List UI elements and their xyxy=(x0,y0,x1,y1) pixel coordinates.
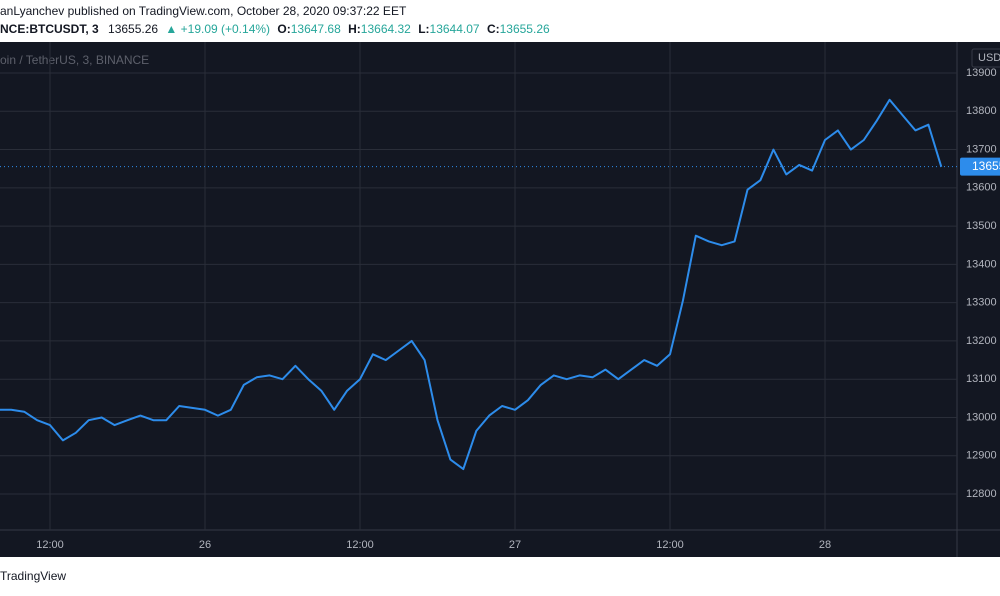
y-tick-label: 13800 xyxy=(966,105,997,117)
ohlc-label: H: xyxy=(348,22,361,36)
y-tick-label: 12900 xyxy=(966,450,997,462)
ohlc-value: 13655.26 xyxy=(500,22,550,36)
unit-box xyxy=(971,48,1000,68)
x-tick-label: 26 xyxy=(199,539,211,551)
x-tick-label: 27 xyxy=(509,539,521,551)
last-price-tag xyxy=(960,157,1000,176)
ohlc-label: C: xyxy=(487,22,500,36)
y-tick-label: 13700 xyxy=(966,143,997,155)
y-tick-label: 13100 xyxy=(966,373,997,385)
ohlc-value: 13664.32 xyxy=(361,22,411,36)
y-tick-label: 13600 xyxy=(966,182,997,194)
y-tick-label: 13300 xyxy=(966,297,997,309)
chart-background xyxy=(0,42,1000,557)
x-tick-label: 28 xyxy=(819,539,831,551)
ohlc-value: 13647.68 xyxy=(291,22,341,36)
footer: TradingView xyxy=(0,569,66,583)
ohlc-label: L: xyxy=(418,22,429,36)
y-tick-label: 13200 xyxy=(966,335,997,347)
ohlc-value: 13644.07 xyxy=(430,22,480,36)
y-tick-label: 13500 xyxy=(966,220,997,232)
ohlc-label: O: xyxy=(277,22,290,36)
symbol: NCE:BTCUSDT, 3 xyxy=(0,22,99,36)
chart-title: oin / TetherUS, 3, BINANCE xyxy=(0,53,149,67)
header-line: NCE:BTCUSDT, 3 13655.26 ▲ +19.09 (+0.14%… xyxy=(0,22,550,36)
x-tick-label: 12:00 xyxy=(346,539,374,551)
price: 13655.26 xyxy=(108,22,158,36)
y-axis-label: USD xyxy=(978,52,1000,64)
x-tick-label: 12:00 xyxy=(656,539,684,551)
y-tick-label: 12800 xyxy=(966,488,997,500)
author-line: anLyanchev published on TradingView.com,… xyxy=(0,4,407,18)
y-tick-label: 13900 xyxy=(966,67,997,79)
last-price-label: 13655.26 xyxy=(972,159,1000,173)
y-tick-label: 13000 xyxy=(966,411,997,423)
change: ▲ +19.09 (+0.14%) xyxy=(165,22,270,36)
x-tick-label: 12:00 xyxy=(36,539,64,551)
price-line xyxy=(0,98,943,471)
y-tick-label: 13400 xyxy=(966,258,997,270)
